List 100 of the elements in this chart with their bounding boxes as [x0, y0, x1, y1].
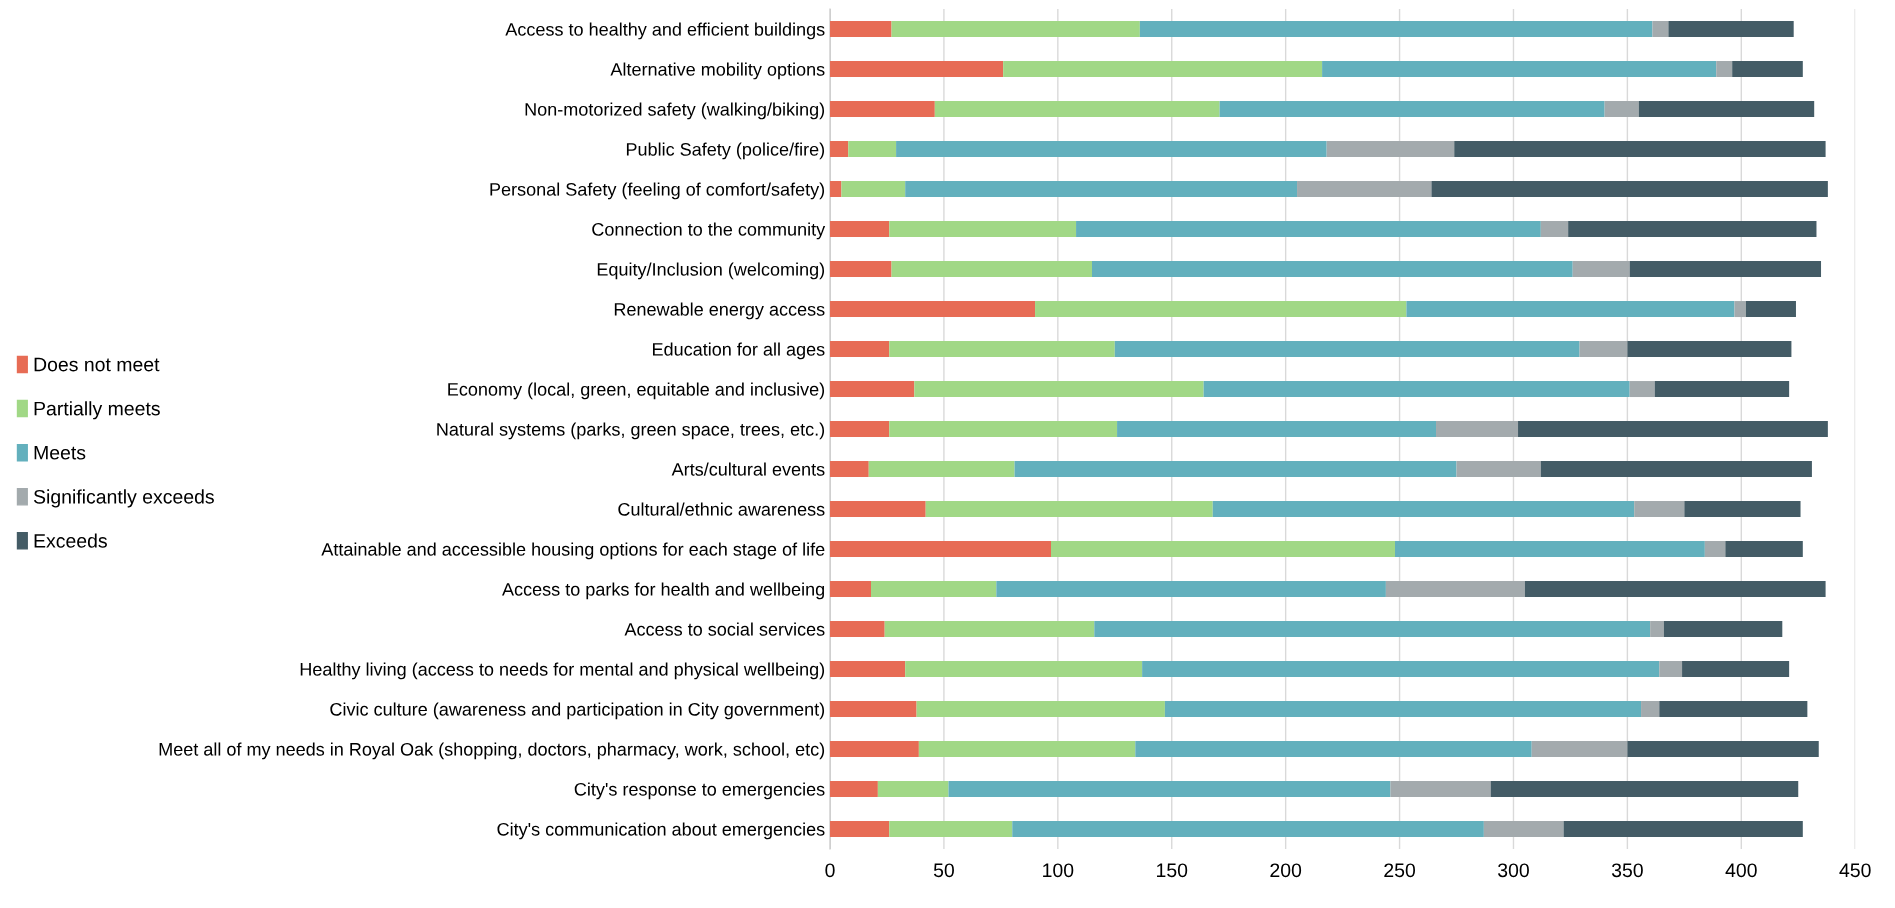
y-tick-label: Cultural/ethnic awareness: [618, 502, 825, 516]
bar: [830, 581, 872, 598]
bar: [1395, 541, 1705, 558]
bar: [1652, 21, 1669, 38]
bar: [1518, 421, 1828, 438]
bar: [1385, 581, 1525, 598]
bar: [1212, 501, 1635, 518]
bar: [841, 181, 906, 198]
bar: [884, 621, 1095, 638]
x-tick-label: 100: [1043, 863, 1074, 878]
bar: [1326, 141, 1455, 158]
bar: [1634, 501, 1685, 518]
bar: [1650, 621, 1664, 638]
bar: [1638, 101, 1815, 118]
bar: [1164, 701, 1642, 717]
bar: [1051, 541, 1396, 558]
bar: [889, 221, 1077, 238]
bar: [1524, 581, 1826, 598]
bar: [830, 101, 935, 118]
y-tick-label: Access to parks for health and wellbeing: [502, 582, 825, 600]
bar: [830, 61, 1004, 78]
y-tick-label: Civic culture (awareness and participation in City government): [330, 702, 825, 720]
y-tick-label: Equity/Inclusion (welcoming): [597, 262, 825, 280]
bar: [830, 780, 878, 797]
bar: [1035, 301, 1407, 318]
x-tick-label: 250: [1384, 863, 1416, 878]
bar: [1431, 181, 1828, 198]
x-tick-label: 300: [1498, 863, 1529, 878]
y-tick-label: Non-motorized safety (walking/biking): [525, 102, 825, 120]
bar: [830, 21, 892, 38]
y-tick-label: Connection to the community: [592, 222, 826, 240]
x-tick-label: 200: [1270, 863, 1302, 878]
legend-label: Partially meets: [34, 401, 160, 420]
y-tick-label: Alternative mobility options: [610, 62, 825, 80]
bar: [1094, 621, 1651, 638]
bar: [1454, 141, 1826, 158]
bar: [918, 740, 1136, 757]
bar: [1684, 501, 1801, 518]
bar: [830, 541, 1051, 558]
bar: [1076, 221, 1541, 238]
bar: [889, 820, 1013, 837]
y-tick-label: Arts/cultural events: [671, 462, 825, 476]
bar: [1490, 780, 1799, 797]
bar: [1322, 61, 1717, 78]
x-tick-label: 50: [933, 863, 954, 878]
bar: [1014, 461, 1457, 478]
bar: [1663, 621, 1783, 638]
y-tick-label: Natural systems (parks, green space, trees, etc.): [437, 422, 825, 440]
bar: [868, 461, 1015, 478]
x-tick-label: 350: [1611, 863, 1643, 878]
bar: [871, 581, 997, 598]
bar: [896, 141, 1327, 158]
bar: [1668, 21, 1794, 38]
bar: [830, 621, 885, 638]
bar: [1604, 101, 1639, 118]
bar: [848, 141, 897, 158]
bar: [1627, 341, 1792, 358]
y-tick-label: Personal Safety (feeling of comfort/safety): [490, 182, 825, 200]
bar: [996, 581, 1386, 598]
y-tick-label: City's response to emergencies: [574, 782, 825, 800]
bar: [1135, 740, 1532, 757]
legend-label: Significantly exceeds: [33, 489, 214, 508]
bar: [914, 381, 1204, 398]
bar: [830, 501, 926, 518]
bar: [1725, 541, 1803, 558]
bar: [830, 141, 849, 158]
bar: [830, 461, 869, 478]
y-tick-label: Healthy living (access to needs for mental and physical wellbeing): [300, 662, 825, 680]
y-tick-label: Access to healthy and efficient buildings: [505, 22, 825, 40]
bar: [1092, 261, 1573, 278]
bar: [1716, 61, 1733, 78]
bar: [830, 661, 906, 677]
bar: [1629, 261, 1822, 278]
bar: [1531, 740, 1628, 757]
bar: [1704, 541, 1726, 558]
bar: [948, 780, 1391, 797]
y-tick-label: City's communication about emergencies: [497, 822, 825, 840]
legend-label: Does not meet: [34, 357, 160, 372]
bar: [1732, 61, 1803, 78]
bar: [905, 181, 1298, 198]
bar: [1117, 421, 1437, 438]
x-tick-label: 0: [825, 863, 835, 878]
y-tick-label: Economy (local, green, equitable and inclusive): [448, 382, 825, 400]
bar: [889, 421, 1118, 438]
bar: [830, 820, 890, 837]
bar: [1579, 341, 1628, 358]
bar: [1659, 661, 1683, 677]
bar: [830, 701, 917, 717]
y-tick-label: Attainable and accessible housing options for each stage of life: [321, 542, 825, 560]
bar: [1563, 820, 1803, 837]
bar: [830, 381, 915, 398]
bar: [1139, 21, 1653, 38]
bar: [1012, 820, 1484, 837]
bar: [916, 701, 1165, 717]
bar: [1142, 661, 1660, 677]
bar: [1297, 181, 1432, 198]
bar: [1456, 461, 1541, 478]
y-tick-label: Renewable energy access: [614, 302, 825, 320]
bar: [889, 341, 1115, 358]
bar: [1654, 381, 1790, 398]
